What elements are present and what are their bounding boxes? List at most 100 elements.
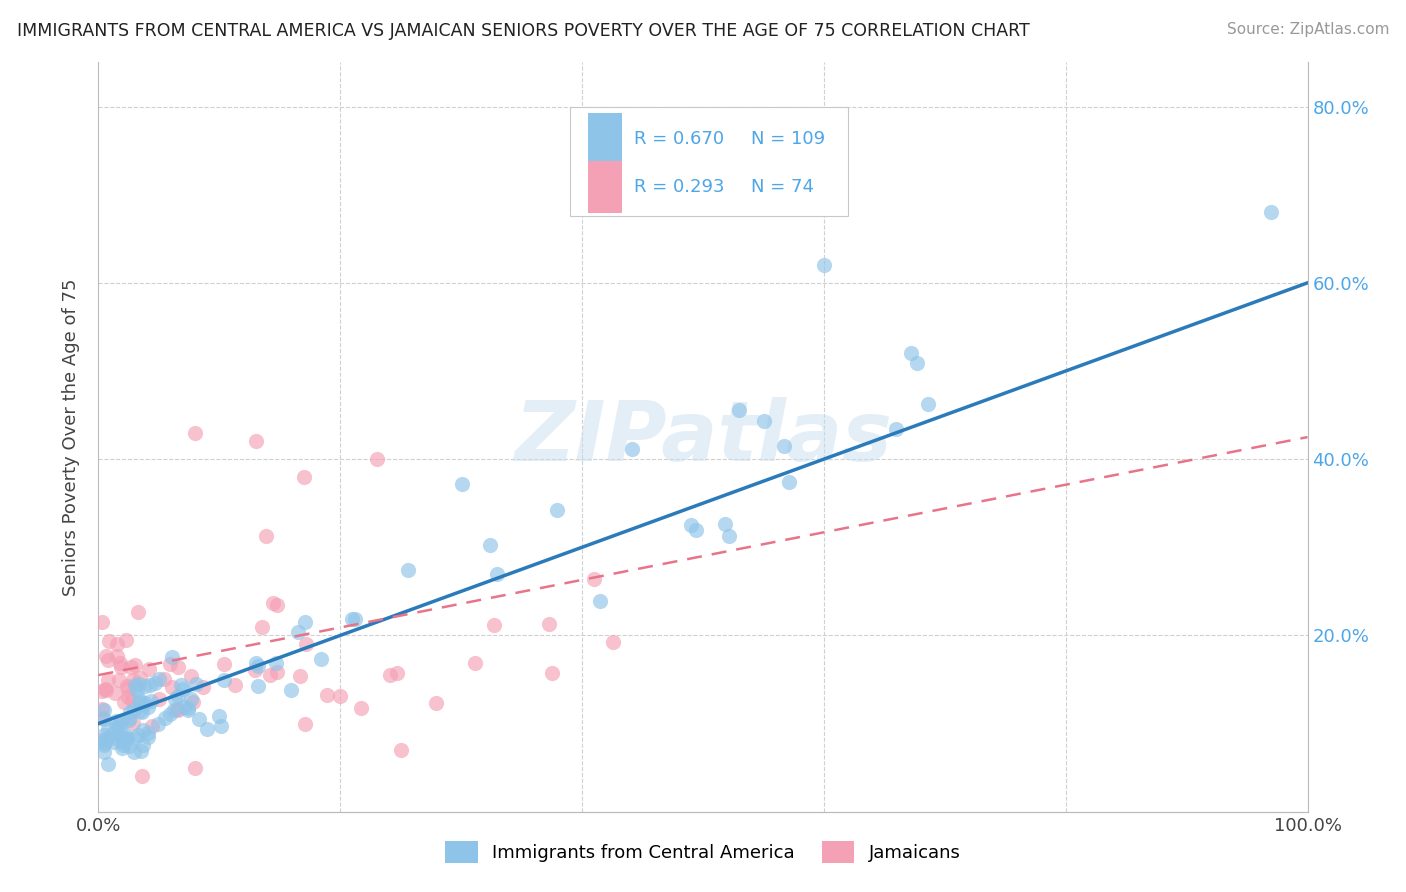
Point — [813, 258, 835, 272]
Point — [294, 615, 316, 629]
Point — [752, 413, 775, 427]
Point — [97, 756, 120, 771]
Point — [134, 696, 156, 710]
Point — [478, 538, 501, 552]
Point — [546, 503, 568, 517]
Point — [96, 683, 118, 698]
Point — [94, 732, 117, 747]
Point — [141, 719, 163, 733]
Point — [172, 681, 194, 696]
Point — [209, 719, 232, 733]
Point — [107, 673, 129, 687]
Point — [245, 434, 267, 449]
Point — [343, 612, 366, 626]
Point — [292, 469, 315, 483]
Point — [464, 656, 486, 670]
Text: N = 74: N = 74 — [751, 178, 814, 196]
Point — [121, 693, 143, 707]
Bar — [588, 113, 621, 166]
Point — [112, 695, 135, 709]
Point — [195, 722, 218, 736]
Point — [180, 669, 202, 683]
Point — [98, 634, 121, 648]
Text: N = 109: N = 109 — [751, 130, 825, 148]
Point — [884, 422, 907, 436]
Point — [485, 566, 508, 581]
Text: R = 0.670: R = 0.670 — [634, 130, 724, 148]
Point — [727, 403, 749, 417]
Point — [425, 696, 447, 710]
Point — [266, 599, 288, 613]
Point — [127, 728, 149, 742]
Point — [117, 690, 139, 705]
Point — [117, 681, 139, 696]
Point — [620, 442, 643, 457]
Point — [91, 684, 114, 698]
Point — [100, 727, 122, 741]
Point — [537, 617, 560, 632]
Point — [131, 738, 153, 752]
Point — [115, 732, 138, 747]
Point — [136, 700, 159, 714]
Point — [224, 678, 246, 692]
Point — [124, 658, 146, 673]
Point — [104, 714, 127, 728]
Point — [166, 703, 188, 717]
Point — [900, 346, 922, 360]
Point — [122, 703, 145, 717]
Legend: Immigrants from Central America, Jamaicans: Immigrants from Central America, Jamaica… — [439, 834, 967, 870]
Point — [266, 657, 288, 671]
Point — [97, 653, 120, 667]
Point — [117, 731, 139, 745]
Point — [118, 739, 141, 753]
Point — [131, 769, 153, 783]
Point — [108, 717, 131, 731]
Point — [118, 711, 141, 725]
Point — [290, 669, 312, 683]
Point — [250, 620, 273, 634]
Point — [679, 518, 702, 533]
Point — [389, 743, 412, 757]
Point — [115, 632, 138, 647]
Point — [184, 677, 207, 691]
Point — [125, 683, 148, 698]
Point — [773, 439, 796, 453]
Point — [905, 356, 928, 370]
Point — [163, 703, 186, 717]
Point — [112, 735, 135, 749]
Point — [582, 572, 605, 586]
Point — [91, 615, 114, 630]
Point — [280, 683, 302, 698]
Point — [96, 648, 118, 663]
Point — [188, 713, 211, 727]
Point — [122, 673, 145, 688]
Point — [128, 605, 150, 619]
Point — [105, 637, 128, 651]
Point — [115, 679, 138, 693]
Point — [181, 695, 204, 709]
Point — [714, 516, 737, 531]
Point — [212, 673, 235, 687]
Point — [385, 665, 408, 680]
Point — [247, 679, 270, 693]
Text: IMMIGRANTS FROM CENTRAL AMERICA VS JAMAICAN SENIORS POVERTY OVER THE AGE OF 75 C: IMMIGRANTS FROM CENTRAL AMERICA VS JAMAI… — [17, 22, 1029, 40]
Point — [131, 706, 153, 720]
Point — [482, 618, 505, 632]
Text: Source: ZipAtlas.com: Source: ZipAtlas.com — [1226, 22, 1389, 37]
Point — [141, 694, 163, 708]
Y-axis label: Seniors Poverty Over the Age of 75: Seniors Poverty Over the Age of 75 — [62, 278, 80, 596]
Point — [122, 745, 145, 759]
Point — [93, 745, 115, 759]
Point — [103, 734, 125, 748]
Point — [114, 728, 136, 742]
Point — [378, 668, 401, 682]
Point — [329, 690, 352, 704]
Point — [94, 681, 117, 696]
Point — [159, 657, 181, 672]
Point — [589, 594, 612, 608]
Point — [129, 743, 152, 757]
Point — [129, 672, 152, 686]
Point — [148, 692, 170, 706]
Point — [177, 703, 200, 717]
Point — [124, 678, 146, 692]
